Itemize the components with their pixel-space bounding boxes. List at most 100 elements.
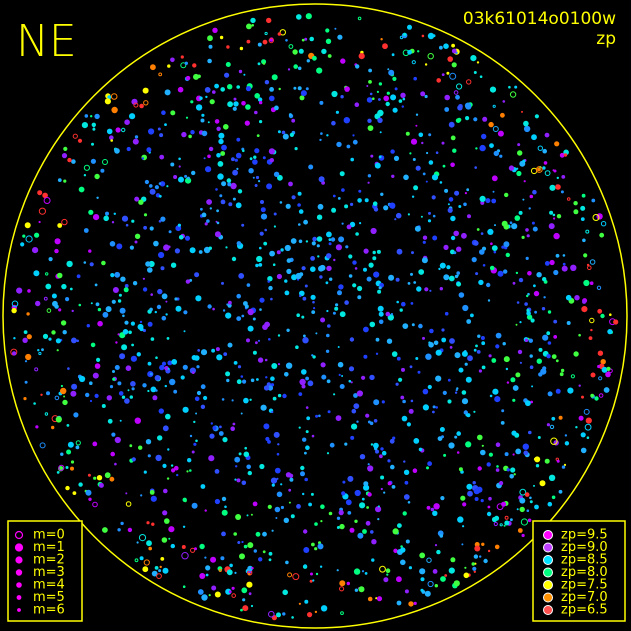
star bbox=[435, 375, 442, 382]
star bbox=[446, 71, 450, 75]
star bbox=[340, 58, 346, 64]
star bbox=[426, 466, 429, 470]
star bbox=[552, 169, 555, 172]
star bbox=[164, 366, 169, 371]
star bbox=[197, 589, 204, 595]
star bbox=[578, 384, 581, 387]
star bbox=[296, 313, 301, 318]
star bbox=[251, 566, 254, 570]
star bbox=[370, 443, 374, 446]
star bbox=[241, 101, 246, 106]
star bbox=[553, 217, 556, 220]
star bbox=[580, 217, 585, 222]
star bbox=[24, 380, 28, 384]
star bbox=[48, 337, 52, 341]
star bbox=[598, 376, 603, 381]
mode-label: zp bbox=[596, 29, 616, 49]
star bbox=[516, 167, 519, 170]
star bbox=[63, 179, 67, 183]
star bbox=[44, 412, 49, 416]
star bbox=[129, 245, 134, 250]
star bbox=[204, 556, 207, 559]
star bbox=[338, 284, 344, 290]
star bbox=[503, 356, 510, 363]
star bbox=[70, 460, 75, 464]
star bbox=[447, 399, 452, 404]
star bbox=[441, 328, 445, 332]
star bbox=[288, 44, 294, 49]
star bbox=[205, 166, 212, 173]
star bbox=[418, 269, 425, 275]
star bbox=[149, 226, 154, 231]
star bbox=[54, 395, 60, 401]
star bbox=[178, 176, 184, 183]
zp-symbol bbox=[543, 605, 553, 615]
star bbox=[222, 437, 228, 443]
star bbox=[107, 418, 113, 424]
star bbox=[551, 416, 556, 421]
star bbox=[286, 258, 292, 263]
star bbox=[554, 141, 560, 147]
star bbox=[407, 501, 411, 504]
star bbox=[428, 342, 434, 348]
star bbox=[435, 406, 439, 409]
star bbox=[166, 477, 170, 480]
star bbox=[42, 333, 49, 339]
star bbox=[340, 95, 344, 99]
star bbox=[230, 426, 235, 432]
star bbox=[193, 442, 197, 446]
star bbox=[176, 473, 179, 477]
star bbox=[523, 450, 529, 456]
star bbox=[441, 435, 444, 439]
star bbox=[337, 34, 343, 40]
star bbox=[489, 394, 493, 398]
star bbox=[296, 14, 302, 20]
star bbox=[356, 390, 363, 397]
star bbox=[493, 521, 498, 527]
star bbox=[347, 511, 352, 515]
star bbox=[436, 549, 441, 555]
star bbox=[495, 468, 500, 472]
star bbox=[480, 232, 484, 235]
star bbox=[121, 344, 128, 351]
star bbox=[159, 181, 166, 187]
star bbox=[537, 167, 541, 172]
star bbox=[214, 591, 221, 598]
star bbox=[228, 590, 232, 594]
star bbox=[299, 95, 305, 101]
star bbox=[456, 271, 461, 275]
star bbox=[341, 491, 346, 496]
star bbox=[345, 245, 349, 249]
star bbox=[130, 355, 137, 362]
star bbox=[119, 353, 126, 360]
star bbox=[200, 484, 206, 489]
star bbox=[335, 110, 339, 114]
star bbox=[234, 158, 238, 162]
star bbox=[239, 553, 245, 560]
star bbox=[504, 192, 509, 198]
star bbox=[359, 502, 366, 509]
star bbox=[26, 334, 32, 340]
star bbox=[83, 261, 87, 264]
star bbox=[453, 90, 459, 95]
star bbox=[259, 308, 262, 311]
star bbox=[182, 364, 188, 370]
star bbox=[109, 476, 115, 482]
star bbox=[194, 396, 200, 402]
star bbox=[316, 244, 320, 248]
star bbox=[367, 596, 373, 602]
star bbox=[226, 569, 233, 576]
star bbox=[535, 166, 543, 173]
star bbox=[38, 351, 42, 356]
star bbox=[195, 412, 198, 415]
star bbox=[603, 387, 610, 393]
star bbox=[596, 285, 602, 290]
star bbox=[573, 201, 578, 206]
star bbox=[196, 390, 202, 396]
star bbox=[453, 230, 460, 237]
star bbox=[458, 467, 463, 472]
star bbox=[518, 210, 523, 215]
star bbox=[564, 434, 568, 437]
star bbox=[211, 348, 216, 353]
star bbox=[298, 223, 301, 226]
